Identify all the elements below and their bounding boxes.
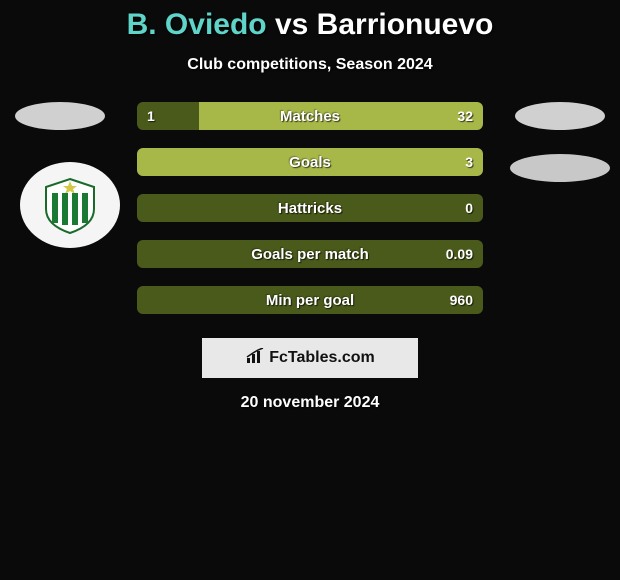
stat-bar-row: Goals3 — [137, 148, 483, 176]
stat-bar-row: Hattricks0 — [137, 194, 483, 222]
stat-bars: 1Matches32 Goals3 Hattricks0 Goals per matc… — [137, 102, 483, 314]
bar-value-right: 0 — [465, 194, 473, 222]
bar-label: Min per goal — [137, 286, 483, 314]
bar-label: Matches — [137, 102, 483, 130]
player1-name: B. Oviedo — [127, 8, 267, 41]
club-logo-icon — [40, 175, 100, 235]
player2-avatar-placeholder — [515, 102, 605, 130]
bar-value-right: 3 — [465, 148, 473, 176]
footer-date: 20 november 2024 — [0, 394, 620, 412]
brand-text: FcTables.com — [269, 349, 375, 367]
stat-bar-row: Min per goal960 — [137, 286, 483, 314]
brand-box[interactable]: FcTables.com — [202, 338, 418, 378]
chart-icon — [245, 348, 265, 369]
player1-club-badge — [20, 162, 120, 248]
title-vs: vs — [267, 8, 317, 41]
comparison-card: B. Oviedo vs Barrionuevo Club competitio… — [0, 0, 620, 412]
player2-club-placeholder — [510, 154, 610, 182]
subtitle: Club competitions, Season 2024 — [0, 56, 620, 74]
page-title: B. Oviedo vs Barrionuevo — [0, 8, 620, 42]
stat-bar-row: Goals per match0.09 — [137, 240, 483, 268]
bar-label: Goals — [137, 148, 483, 176]
player2-name: Barrionuevo — [317, 8, 494, 41]
bar-value-right: 0.09 — [446, 240, 473, 268]
bar-value-right: 960 — [450, 286, 473, 314]
bar-label: Goals per match — [137, 240, 483, 268]
main-area: 1Matches32 Goals3 Hattricks0 Goals per matc… — [0, 102, 620, 412]
stat-bar-row: 1Matches32 — [137, 102, 483, 130]
bar-label: Hattricks — [137, 194, 483, 222]
player1-avatar-placeholder — [15, 102, 105, 130]
bar-value-right: 32 — [457, 102, 473, 130]
